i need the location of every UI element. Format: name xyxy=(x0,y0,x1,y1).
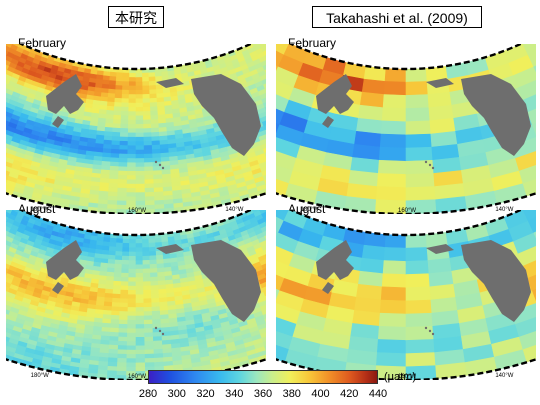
map-frame xyxy=(6,210,266,380)
map-frame xyxy=(276,44,536,214)
land-mass xyxy=(46,240,84,280)
island xyxy=(158,329,162,333)
island xyxy=(161,166,165,170)
land-mass xyxy=(322,116,334,128)
land-mass xyxy=(322,282,334,294)
map-frame xyxy=(276,210,536,380)
longitude-label: 180°W xyxy=(301,207,319,213)
island xyxy=(154,160,158,164)
island xyxy=(431,166,435,170)
map-canvas: 60°N50°N40°N30°N20°N10°N120°E140°E160°E1… xyxy=(276,210,536,380)
island xyxy=(428,163,432,167)
colorbar-tick-label: 280 xyxy=(138,388,158,400)
colorbar-unit: (μatm) xyxy=(384,371,417,383)
colorbar-tick-label: 380 xyxy=(282,388,301,400)
map-panel-aug-takahashi: August 60°N50°N40°N30°N20°N10°N120°E140°… xyxy=(270,198,540,380)
header-takahashi: Takahashi et al. (2009) xyxy=(312,6,482,28)
longitude-label: 140°W xyxy=(495,207,513,213)
land-mass xyxy=(461,240,531,322)
longitude-label: 140°W xyxy=(225,207,243,213)
land-mass xyxy=(52,116,64,128)
longitude-label: 160°W xyxy=(128,208,146,214)
longitude-label: 140°W xyxy=(495,373,513,379)
map-canvas: 60°N50°N40°N30°N20°N10°N120°E140°E160°E1… xyxy=(6,210,266,380)
land-mass xyxy=(46,74,84,114)
colorbar-tick-label: 320 xyxy=(196,388,215,400)
map-canvas: 60°N50°N40°N30°N20°N10°N120°E140°E160°E1… xyxy=(276,44,536,214)
land-mass xyxy=(316,74,354,114)
colorbar-tick-label: 400 xyxy=(311,388,330,400)
colorbar-tick-label: 440 xyxy=(368,388,388,400)
island xyxy=(158,163,162,167)
colorbar-tick-label: 420 xyxy=(340,388,359,400)
sea-surface-field xyxy=(276,210,536,380)
longitude-label: 160°W xyxy=(398,208,416,214)
island xyxy=(154,326,158,330)
longitude-label: 160°W xyxy=(128,374,146,380)
land-mass xyxy=(316,240,354,280)
land-mass xyxy=(426,244,454,254)
island xyxy=(428,329,432,333)
land-mass xyxy=(461,74,531,156)
map-panel-aug-this-study: August 60°N50°N40°N30°N20°N10°N120°E140°… xyxy=(0,198,270,380)
land-mass xyxy=(156,78,184,88)
map-canvas: 60°N50°N40°N30°N20°N10°N120°E140°E160°E1… xyxy=(6,44,266,214)
land-mass xyxy=(191,74,261,156)
map-frame xyxy=(6,44,266,214)
colorbar-tick-label: 340 xyxy=(225,388,244,400)
island xyxy=(424,326,428,330)
land-mass xyxy=(191,240,261,322)
longitude-label: 180°W xyxy=(31,373,49,379)
longitude-label: 180°W xyxy=(31,207,49,213)
sea-surface-field xyxy=(276,44,536,214)
map-panel-feb-takahashi: February 60°N50°N40°N30°N20°N10°N120°E14… xyxy=(270,32,540,214)
island xyxy=(431,332,435,336)
map-panel-feb-this-study: February 60°N50°N40°N30°N20°N10°N120°E14… xyxy=(0,32,270,214)
sea-surface-field xyxy=(6,210,266,380)
header-this-study: 本研究 xyxy=(108,6,164,28)
colorbar-tick-label: 360 xyxy=(253,388,273,400)
land-mass xyxy=(426,78,454,88)
colorbar-tick-label: 300 xyxy=(167,388,186,400)
land-mass xyxy=(52,282,64,294)
island xyxy=(424,160,428,164)
land-mass xyxy=(156,244,184,254)
longitude-label: 160°W xyxy=(398,374,416,380)
island xyxy=(161,332,165,336)
colorbar-gradient xyxy=(148,370,378,384)
